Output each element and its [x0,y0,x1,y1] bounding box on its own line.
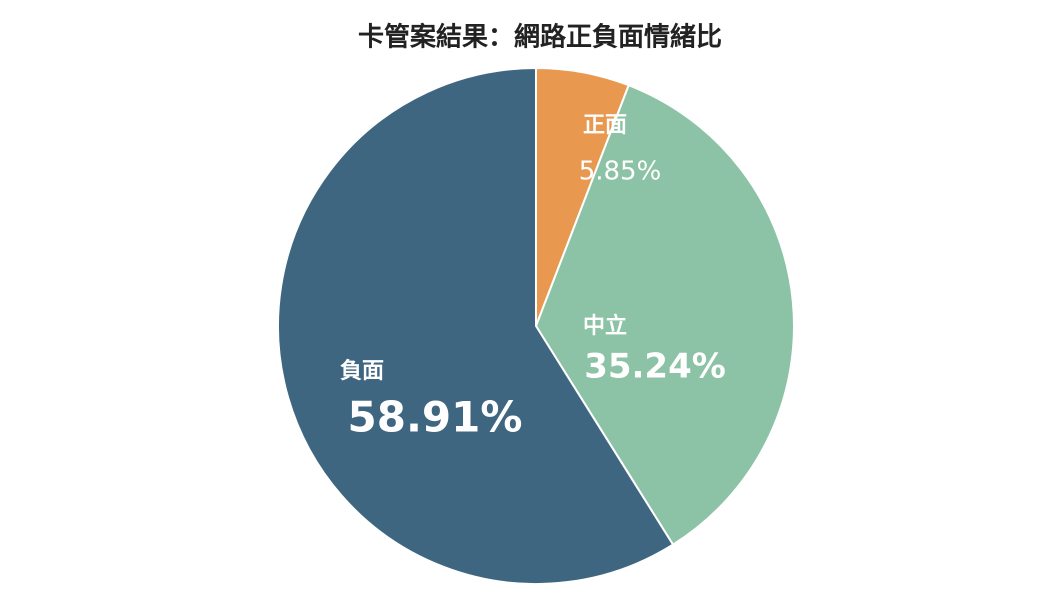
pie-slice [277,66,675,585]
slice-label: 中立 [583,313,627,339]
slice-label: 正面 [583,113,627,138]
value-label: 5.85% [579,157,662,187]
chart-title: 卡管案結果：網路正負面情緒比 [358,22,722,53]
value-label: 35.24% [584,347,726,387]
pie-slice [534,83,795,546]
slice-label: 負面 [340,358,384,384]
value-label: 58.91% [348,393,523,442]
